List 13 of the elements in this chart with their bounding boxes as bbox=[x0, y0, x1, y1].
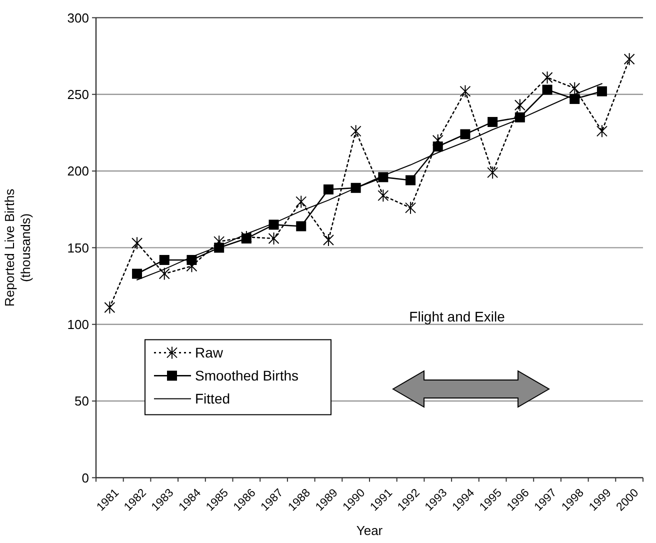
y-tick-label: 150 bbox=[67, 240, 89, 256]
legend-label: Fitted bbox=[195, 390, 230, 407]
x-axis-title: Year bbox=[356, 523, 384, 538]
y-tick-label: 50 bbox=[74, 394, 89, 409]
y-tick-label: 100 bbox=[67, 316, 89, 332]
legend-label: Smoothed Births bbox=[195, 368, 298, 384]
y-tick-label: 300 bbox=[67, 10, 89, 26]
legend-label: Raw bbox=[195, 344, 224, 361]
y-tick-label: 250 bbox=[67, 86, 89, 102]
y-axis-title: Reported Live Births (thousands) bbox=[2, 188, 33, 307]
y-tick-label: 200 bbox=[67, 164, 89, 179]
annotation: Flight and Exile bbox=[409, 308, 506, 325]
y-tick-label: 0 bbox=[82, 470, 89, 486]
